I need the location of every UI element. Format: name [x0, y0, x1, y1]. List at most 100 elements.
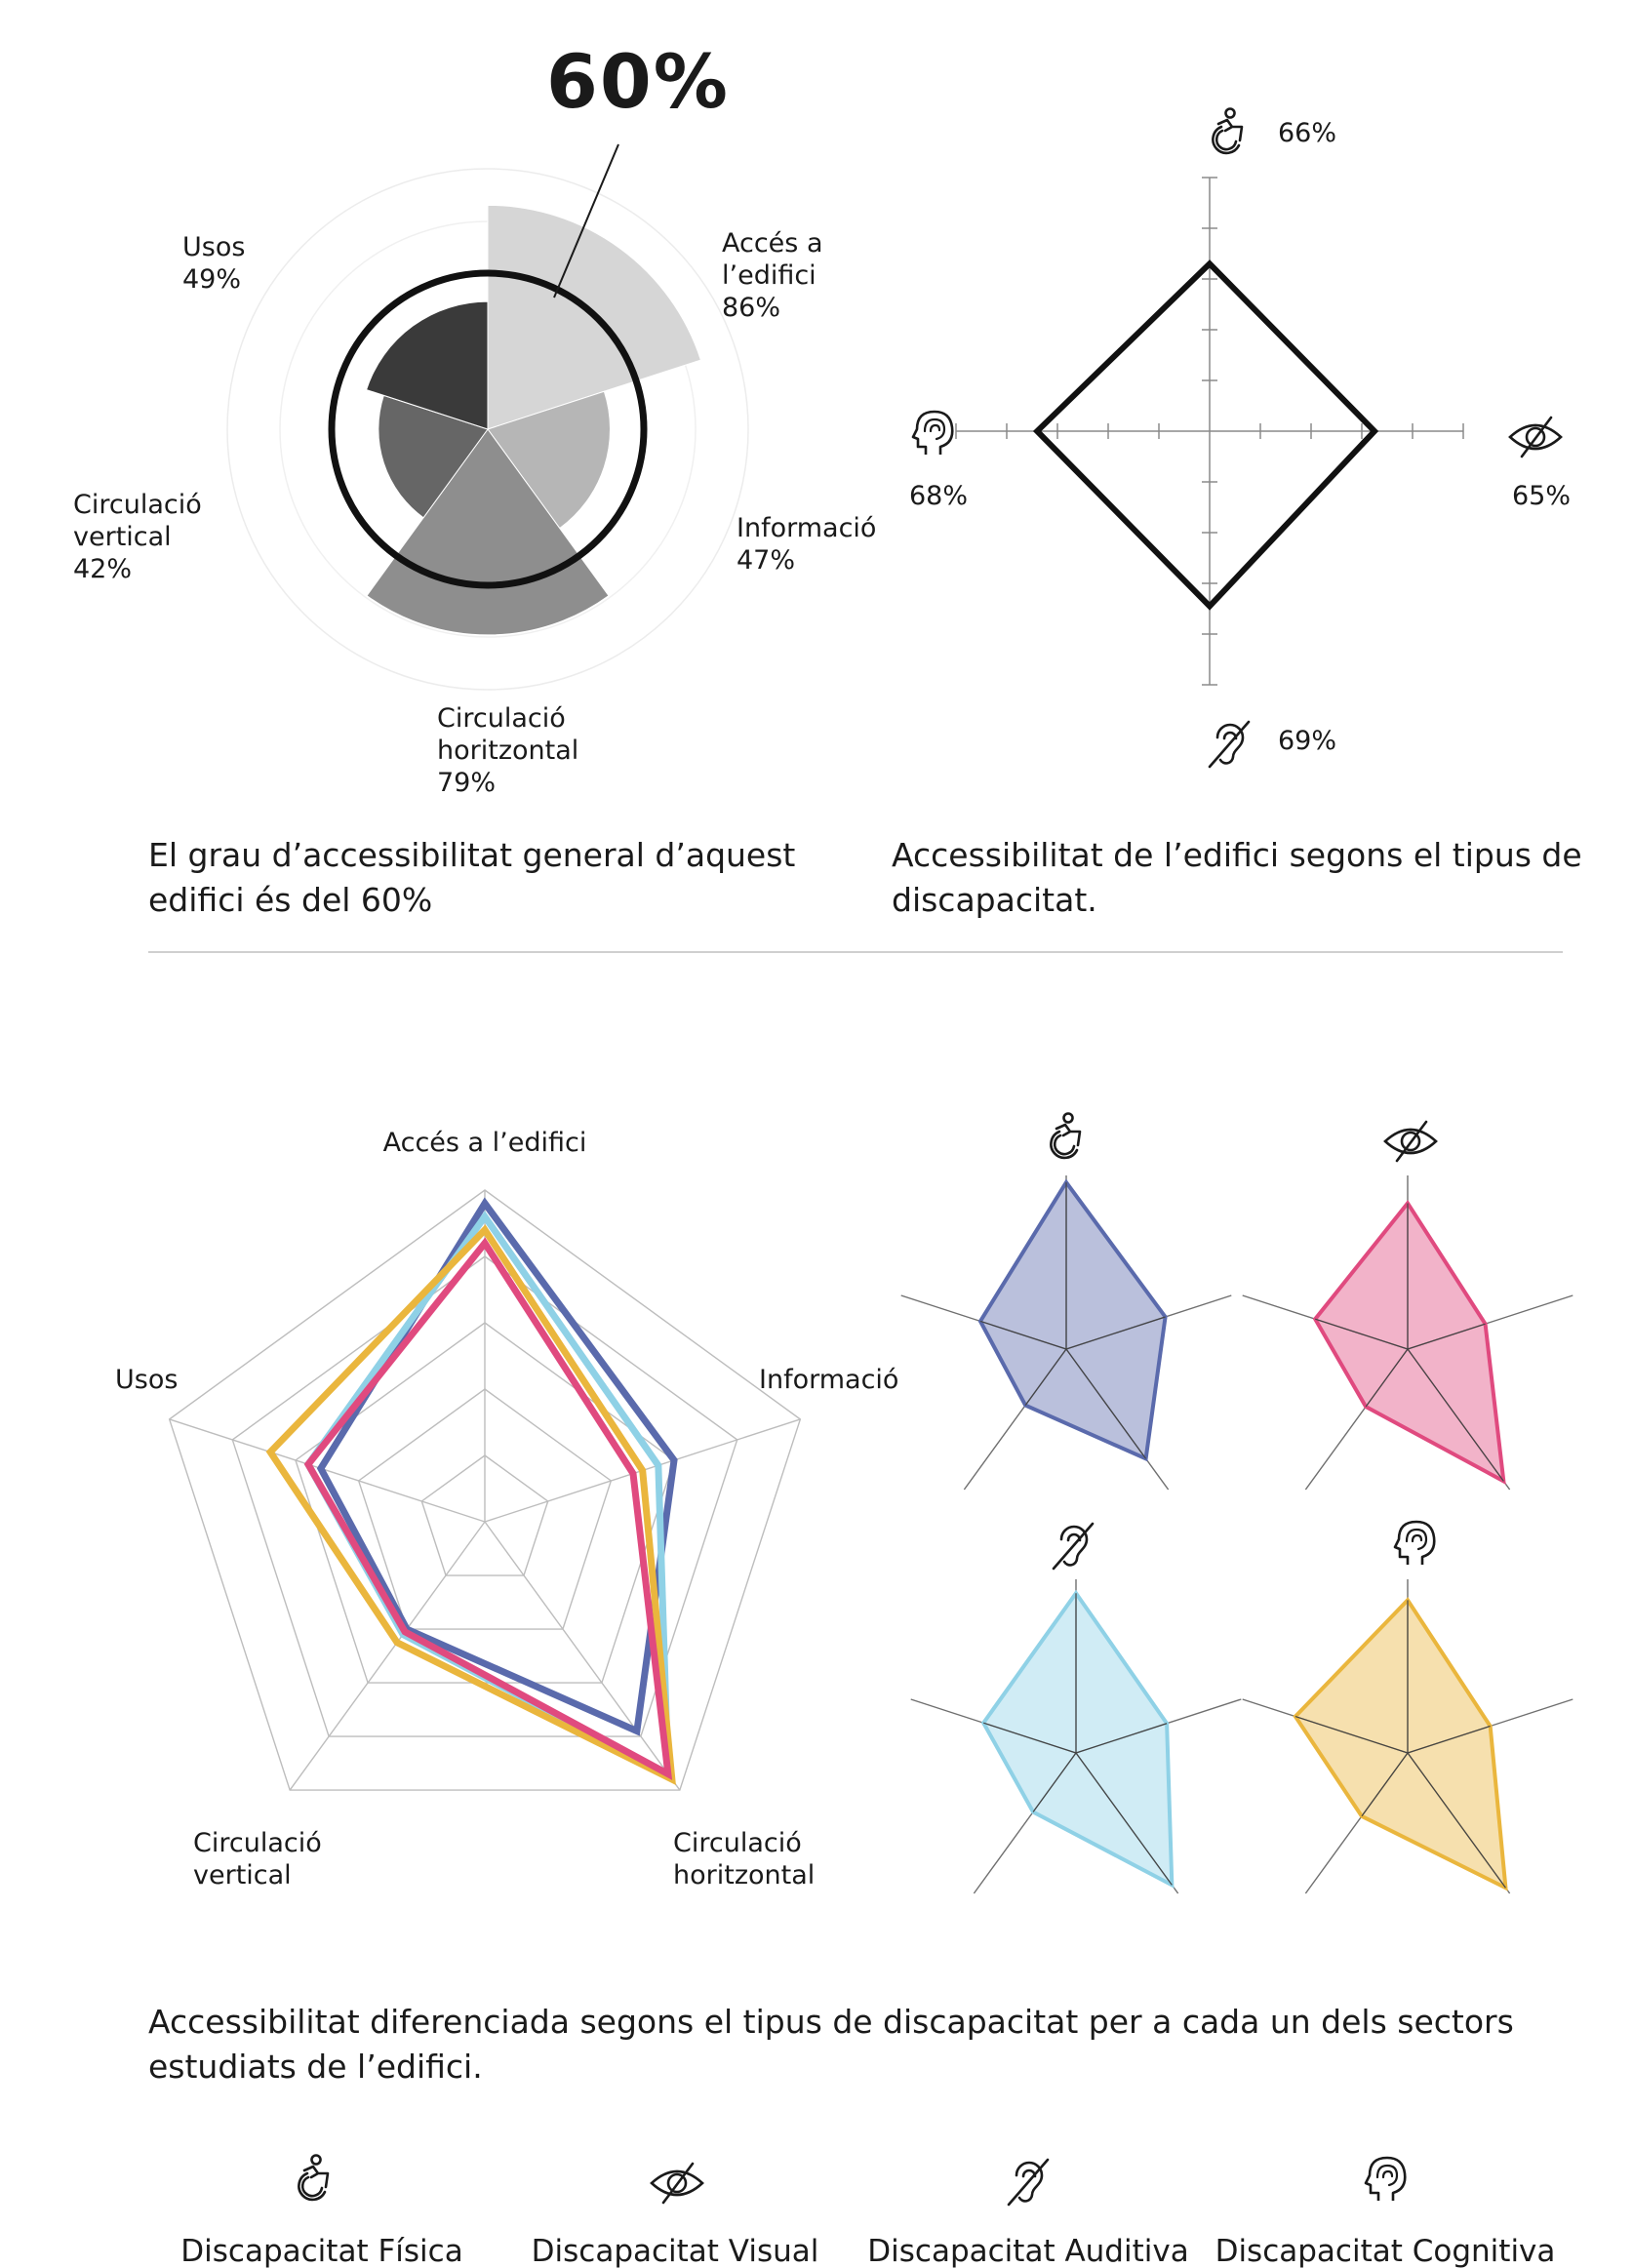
- small-radar-inner-spoke: [1365, 1348, 1409, 1408]
- small-radar-inner-spoke: [1075, 1752, 1173, 1886]
- head-brain-icon: [911, 410, 954, 457]
- average-circle: [328, 269, 648, 589]
- polar-sector: [366, 428, 610, 636]
- ear-slash-icon: [1007, 2158, 1050, 2207]
- eye-slash-icon: [1508, 416, 1563, 458]
- diamond-label-visual: 65%: [1512, 481, 1571, 511]
- small-radar-inner-spoke: [1407, 1725, 1491, 1754]
- radar-axis-label: Accés a l’edifici: [383, 1128, 587, 1158]
- polar-category-label-line: Usos: [182, 232, 245, 262]
- radar-series-line: [303, 1237, 673, 1780]
- polar-category-label-line: 79%: [437, 768, 496, 798]
- caption-general: El grau d’accessibilitat general d’aques…: [148, 836, 796, 919]
- polar-category-label-line: Accés a: [722, 228, 823, 259]
- polar-category-label: Circulació horitzontal 79%: [437, 703, 578, 798]
- disability-diamond-chart: 66% 65% 69% 68%: [909, 107, 1571, 769]
- radar-grid-ring: [420, 1454, 549, 1576]
- radar-grid-ring: [357, 1388, 613, 1630]
- radar-axis-label-line: Informació: [759, 1365, 898, 1395]
- radar-grid-ring: [231, 1255, 738, 1737]
- wheelchair-icon: [1212, 107, 1244, 155]
- diamond-label-auditiva: 69%: [1278, 726, 1336, 756]
- small-radar-inner-spoke: [1361, 1752, 1409, 1817]
- small-radar-inner-spoke: [1065, 1316, 1166, 1350]
- radar-axis-label-line: Accés a l’edifici: [383, 1128, 587, 1158]
- polar-category-label: Accés a l’edifici 86%: [722, 228, 823, 323]
- polar-ring-outer: [226, 168, 749, 691]
- radar-axis-label: Circulació horitzontal: [673, 1828, 815, 1890]
- polar-category-label-line: Circulació: [73, 490, 202, 520]
- radar-axis-label-line: vertical: [193, 1860, 292, 1890]
- ear-slash-icon: [1052, 1522, 1095, 1571]
- polar-category-label: Informació 47%: [737, 513, 876, 576]
- polar-area-chart: 60% Accés a l’edifici 86% Informació 47% Circ…: [73, 38, 876, 798]
- polar-category-label: Usos 49%: [182, 232, 245, 295]
- head-brain-icon: [1393, 1520, 1436, 1567]
- diamond-label-cognitiva: 68%: [909, 481, 968, 511]
- radar-series: [265, 1197, 678, 1786]
- radar-grid-spoke: [169, 1418, 486, 1523]
- section-divider: [148, 951, 1563, 953]
- polar-category-label-line: Circulació: [437, 703, 566, 734]
- wheelchair-icon: [1050, 1112, 1082, 1160]
- radar-grid-spoke: [484, 1521, 681, 1791]
- radar-axis-label: Usos: [115, 1365, 178, 1395]
- ear-slash-icon: [1208, 720, 1251, 769]
- polar-category-label: Circulació vertical 42%: [73, 490, 202, 584]
- head-brain-icon: [1364, 2156, 1407, 2203]
- polar-category-label-line: 86%: [722, 293, 780, 323]
- small-radar-inner-spoke: [1294, 1716, 1409, 1754]
- eye-slash-icon: [650, 2162, 704, 2205]
- small-radar-inner-spoke: [1407, 1323, 1486, 1350]
- polar-sectors: [365, 204, 702, 636]
- legend-label-auditiva: Discapacitat Auditiva: [867, 2234, 1188, 2268]
- small-radar-shape: [977, 1178, 1168, 1462]
- small-radar-inner-spoke: [1315, 1318, 1409, 1350]
- polar-category-label-line: 47%: [737, 545, 795, 576]
- radar-grid: [168, 1189, 802, 1791]
- radar-axis-label-line: horitzontal: [673, 1860, 815, 1890]
- polar-category-label-line: 49%: [182, 264, 241, 295]
- polar-category-label-line: 42%: [73, 554, 132, 584]
- radar-axis-label-line: Usos: [115, 1365, 178, 1395]
- caption-sectors: Accessibilitat diferenciada segons el ti…: [148, 2003, 1514, 2086]
- legend: Discapacitat Física Discapacitat Visual …: [180, 2154, 1556, 2268]
- polar-sector: [487, 390, 611, 530]
- small-radar-inner-spoke: [1065, 1348, 1147, 1459]
- small-radar-inner-spoke: [1075, 1723, 1168, 1754]
- eye-slash-icon: [1383, 1120, 1438, 1163]
- small-radar-inner-spoke: [979, 1320, 1067, 1350]
- radar-series-line: [316, 1197, 678, 1736]
- small-radar-inner-spoke: [1024, 1348, 1067, 1406]
- radar-axis-label: Informació: [759, 1365, 898, 1395]
- radar-axis-label-line: Circulació: [193, 1828, 322, 1858]
- radar-axis-label: Circulació vertical: [193, 1828, 322, 1890]
- small-radar-inner-spoke: [1407, 1348, 1504, 1482]
- small-radar-shape: [1312, 1200, 1506, 1485]
- polar-labels: Accés a l’edifici 86% Informació 47% Circulac…: [73, 228, 876, 798]
- wheelchair-icon: [298, 2154, 330, 2202]
- headline-value: 60%: [546, 38, 730, 125]
- polar-sector: [378, 394, 489, 519]
- radar-axis-label-line: Circulació: [673, 1828, 802, 1858]
- radar-grid-spoke: [289, 1521, 486, 1791]
- small-radar-shape: [980, 1589, 1175, 1889]
- caption-tipus: Accessibilitat de l’edifici segons el ti…: [892, 836, 1582, 919]
- legend-label-visual: Discapacitat Visual: [532, 2234, 819, 2268]
- diamond-label-fisica: 66%: [1278, 118, 1336, 148]
- legend-label-fisica: Discapacitat Física: [180, 2234, 462, 2268]
- polar-category-label-line: horitzontal: [437, 736, 578, 766]
- headline-leader-line: [553, 143, 619, 298]
- polar-sector: [365, 300, 489, 430]
- diamond-polygon: [1032, 259, 1379, 611]
- small-radar-inner-spoke: [1032, 1752, 1077, 1812]
- radar-series-line: [265, 1224, 676, 1786]
- small-radar-inner-spoke: [1407, 1752, 1506, 1889]
- small-radar-inner-spoke: [983, 1722, 1077, 1754]
- radar-grid-ring: [168, 1189, 802, 1791]
- polar-category-label-line: Informació: [737, 513, 876, 543]
- legend-label-cognitiva: Discapacitat Cognitiva: [1215, 2234, 1556, 2268]
